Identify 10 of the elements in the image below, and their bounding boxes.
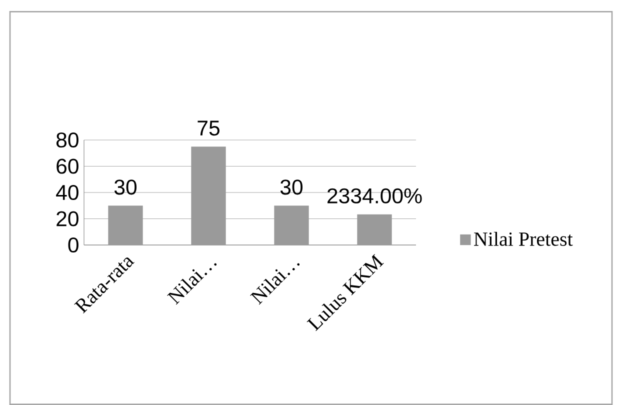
data-label: 30 — [114, 180, 137, 195]
data-label: 75 — [198, 120, 220, 136]
y-tick-label: 60 — [56, 158, 78, 174]
y-tick-label: 0 — [68, 237, 78, 253]
legend-label: Nilai Pretest — [474, 232, 573, 246]
y-tick-label: 40 — [56, 184, 78, 200]
y-tick-label: 80 — [56, 132, 78, 148]
y-tick-label: 20 — [56, 211, 78, 226]
data-label: 30 — [280, 180, 303, 195]
data-label: 2334.00% — [328, 188, 422, 204]
